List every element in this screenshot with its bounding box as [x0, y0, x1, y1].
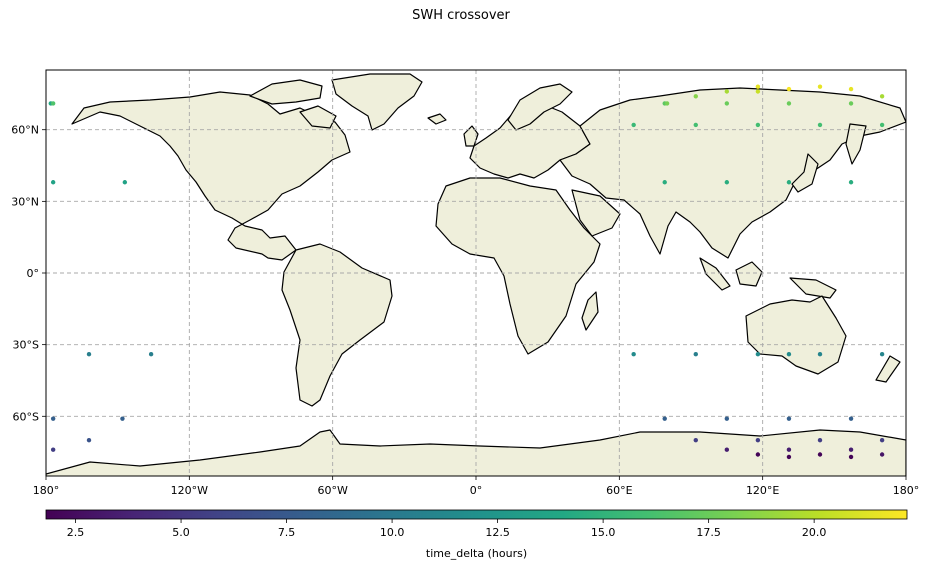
crossover-point [817, 452, 823, 457]
land-arabia [571, 189, 621, 237]
crossover-point [879, 452, 885, 457]
land-sumatra [699, 257, 731, 291]
crossover-point [724, 447, 730, 452]
x-tick-label: 60°E [606, 484, 632, 497]
crossover-point [693, 437, 698, 443]
crossover-point [693, 352, 698, 357]
colorbar-tick-label: 12.5 [485, 526, 510, 539]
crossover-point [50, 447, 56, 452]
crossover-point [724, 101, 730, 106]
crossover-point [786, 352, 792, 357]
crossover-point [817, 437, 823, 443]
land-north-america [71, 91, 351, 261]
gridlines [46, 70, 906, 476]
crossover-point [86, 352, 92, 357]
crossover-point [786, 447, 792, 452]
x-tick-label: 0° [470, 484, 483, 497]
land-greenland [331, 73, 423, 131]
crossover-point [693, 94, 698, 99]
land-arctic-islands [249, 79, 323, 105]
crossover-point [848, 180, 854, 185]
crossover-point [662, 416, 667, 421]
x-tick-label: 60°W [317, 484, 347, 497]
crossover-point [755, 452, 761, 457]
colorbar-tick-label: 17.5 [696, 526, 721, 539]
land-madagascar [581, 291, 599, 331]
crossover-point [755, 89, 761, 94]
crossover-point [693, 122, 698, 128]
land-africa [435, 177, 601, 355]
crossover-point [848, 416, 854, 421]
crossover-point [50, 101, 56, 106]
crossover-point [50, 180, 56, 185]
crossover-point [786, 454, 792, 460]
colorbar [45, 509, 908, 520]
x-tick-label: 120°E [746, 484, 779, 497]
colorbar-tick-label: 15.0 [591, 526, 616, 539]
x-tick-label: 120°W [171, 484, 208, 497]
land-new-zealand [875, 355, 901, 383]
crossover-point [848, 454, 854, 460]
y-tick-labels: 60°N 30°N 0° 30°S 60°S [11, 124, 46, 423]
colorbar-tick-label: 20.0 [802, 526, 827, 539]
colorbar-ticks: 2.5 5.0 7.5 10.0 12.5 15.0 17.5 20.0 [67, 519, 827, 539]
crossover-point [786, 101, 792, 106]
crossover-point [631, 122, 636, 128]
land-south-america [281, 243, 393, 407]
colorbar-tick-label: 7.5 [278, 526, 296, 539]
chart-title: SWH crossover [412, 8, 510, 23]
colorbar-tick-label: 5.0 [172, 526, 190, 539]
crossover-point [50, 416, 56, 421]
crossover-point [755, 84, 761, 89]
crossover-point [724, 416, 730, 421]
crossover-point [786, 180, 792, 185]
crossover-point [879, 94, 885, 99]
y-tick-label: 60°N [11, 124, 39, 137]
crossover-point [786, 86, 792, 92]
crossover-point [86, 437, 92, 443]
crossover-point [848, 86, 854, 92]
crossover-point [848, 101, 854, 106]
crossover-point [817, 352, 823, 357]
y-tick-label: 0° [27, 267, 40, 280]
y-tick-label: 30°N [11, 195, 39, 208]
y-tick-label: 60°S [13, 410, 39, 423]
land-borneo [735, 261, 763, 287]
land-kamchatka [845, 123, 867, 165]
x-tick-label: 180° [893, 484, 920, 497]
crossover-point [724, 180, 730, 185]
crossover-point [724, 89, 730, 94]
crossover-point [879, 122, 885, 128]
crossover-point [817, 84, 823, 89]
crossover-point [817, 122, 823, 128]
land-asia [559, 87, 906, 259]
colorbar-tick-label: 10.0 [380, 526, 405, 539]
crossover-point [848, 447, 854, 452]
crossover-point [755, 437, 761, 443]
crossover-points [48, 84, 885, 460]
colorbar-tick-label: 2.5 [67, 526, 85, 539]
crossover-point [879, 437, 885, 443]
crossover-point [879, 352, 885, 357]
crossover-point [148, 352, 154, 357]
crossover-point [755, 122, 761, 128]
crossover-point [122, 180, 128, 185]
x-tick-label: 180° [33, 484, 60, 497]
colorbar-label: time_delta (hours) [425, 547, 528, 560]
crossover-point [631, 352, 636, 357]
crossover-point [664, 101, 670, 106]
land-new-guinea [789, 277, 837, 299]
crossover-point [120, 416, 125, 421]
x-tick-labels: 180° 120°W 60°W 0° 60°E 120°E 180° [33, 476, 920, 497]
land-antarctica [46, 429, 906, 476]
y-tick-label: 30°S [13, 339, 39, 352]
land-japan [791, 153, 819, 193]
crossover-point [755, 352, 761, 357]
land-iceland [427, 113, 447, 125]
crossover-point [662, 180, 667, 185]
crossover-point [786, 416, 792, 421]
land-scandinavia [507, 83, 573, 131]
